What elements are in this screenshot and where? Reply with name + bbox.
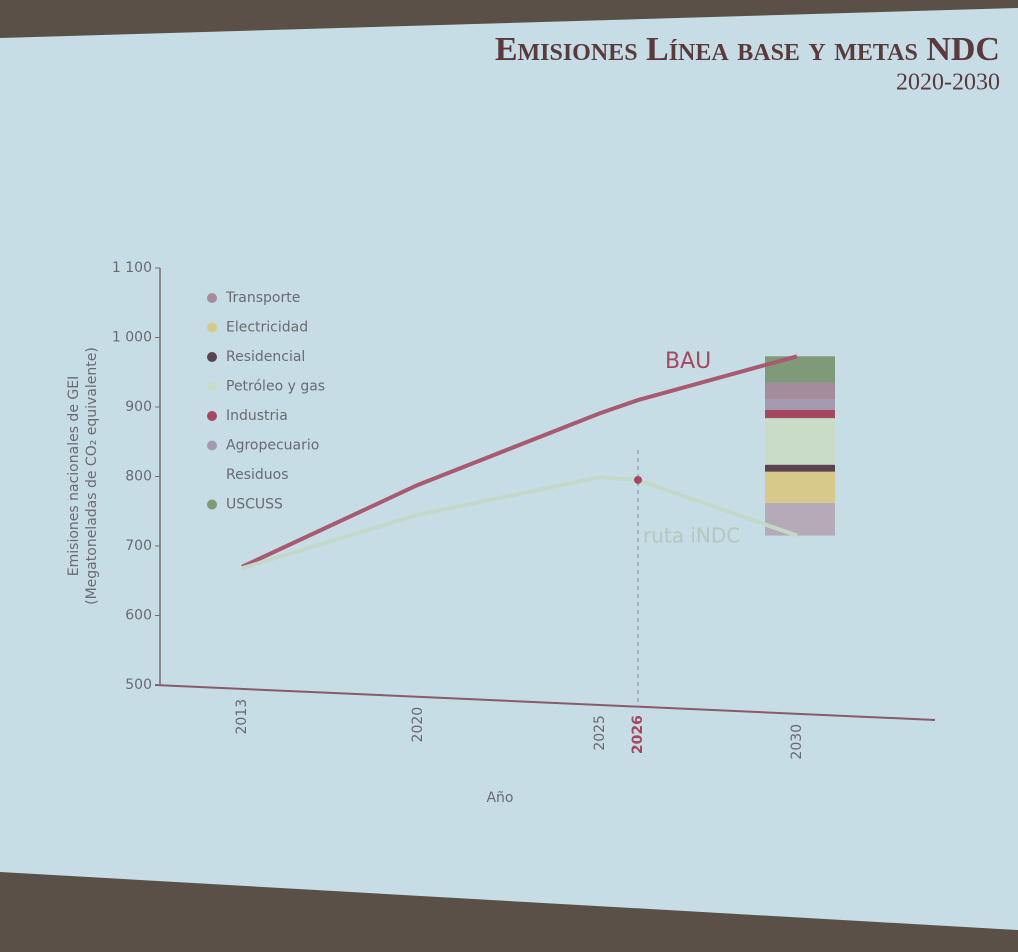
bar-segment	[765, 410, 835, 418]
bar-segment	[765, 465, 835, 472]
legend-label: Residencial	[226, 349, 305, 365]
legend-swatch	[207, 352, 217, 362]
y-axis-label-line: (Megatoneladas de CO₂ equivalente)	[84, 347, 100, 605]
y-tick-label: 500	[125, 677, 152, 693]
legend-swatch	[207, 382, 217, 392]
legend-label: Electricidad	[226, 320, 308, 336]
legend-label: USCUSS	[226, 497, 283, 513]
bar-segment	[765, 503, 835, 536]
legend-swatch	[207, 441, 217, 451]
legend-label: Petróleo y gas	[226, 379, 325, 395]
legend-label: Agropecuario	[226, 438, 319, 454]
legend-swatch	[207, 293, 217, 303]
x-tick-label: 2030	[789, 724, 805, 760]
legend-swatch	[207, 323, 217, 333]
series-label: BAU	[665, 349, 711, 374]
x-tick-label: 2013	[234, 699, 250, 735]
legend-label: Residuos	[226, 467, 289, 483]
x-axis-label: Año	[486, 790, 513, 806]
chart-title: Emisiones Línea base y metas NDC	[495, 31, 1000, 68]
bar-segment	[765, 418, 835, 465]
y-tick-label: 600	[125, 608, 152, 624]
bar-segment	[765, 383, 835, 400]
y-tick-label: 1 100	[112, 260, 152, 276]
x-tick-label: 2020	[410, 707, 426, 743]
chart: Emisiones Línea base y metas NDC 2020-20…	[0, 0, 1018, 952]
highlight-point	[634, 476, 642, 484]
legend-swatch	[207, 500, 217, 510]
y-tick-label: 900	[125, 399, 152, 415]
bar-segment	[765, 472, 835, 503]
series-label: ruta iNDC	[643, 524, 740, 548]
legend-label: Transporte	[225, 290, 300, 306]
y-tick-label: 800	[125, 469, 152, 485]
bar-segment	[765, 399, 835, 409]
y-tick-label: 700	[125, 538, 152, 554]
legend-label: Industria	[226, 408, 288, 424]
x-tick-label: 2026	[630, 715, 646, 754]
y-axis-label-line: Emisiones nacionales de GEI	[66, 376, 82, 576]
x-tick-label: 2025	[592, 715, 608, 751]
page: Emisiones Línea base y metas NDC 2020-20…	[0, 0, 1018, 952]
y-tick-label: 1 000	[112, 330, 152, 346]
legend-swatch	[207, 411, 217, 421]
chart-subtitle: 2020-2030	[896, 70, 1000, 96]
